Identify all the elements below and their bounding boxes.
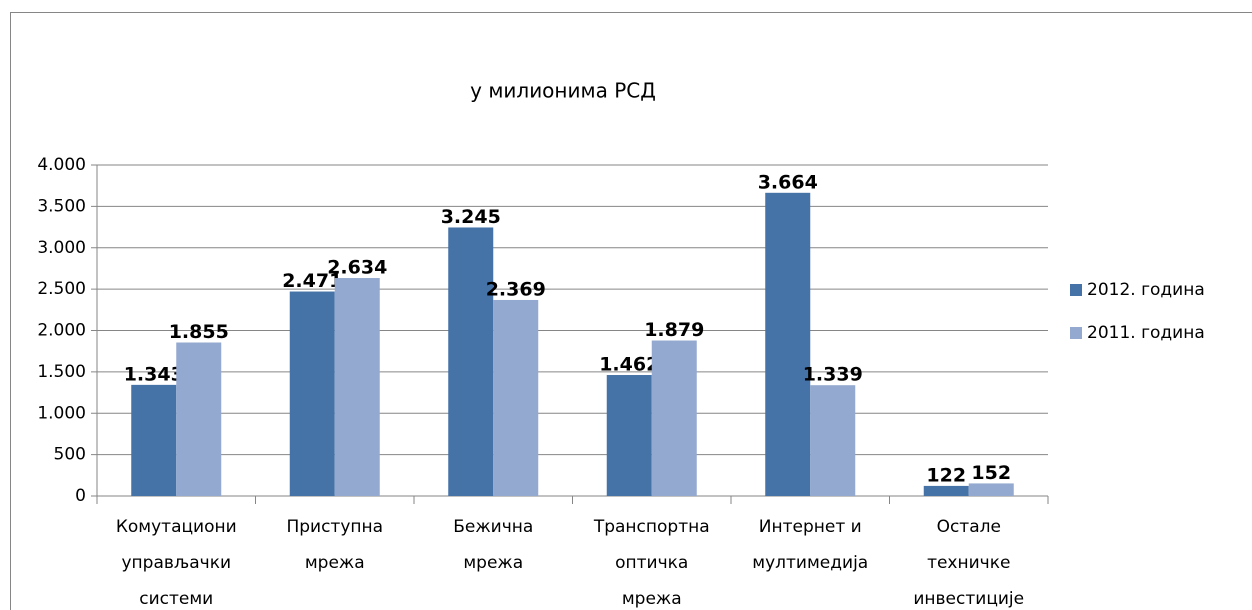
data-label: 1.855 [169, 321, 229, 343]
data-label: 3.245 [441, 206, 501, 228]
data-label: 2.369 [486, 278, 546, 300]
y-tick-label: 500 [54, 445, 86, 465]
x-tick-label: мрежа [305, 553, 365, 573]
bar [289, 291, 335, 496]
data-label: 2.634 [327, 257, 387, 279]
x-tick-label: Транспортна [593, 517, 710, 537]
data-label: 122 [926, 464, 966, 486]
data-label: 2.471 [282, 270, 342, 292]
chart-title: у милионима РСД [470, 79, 656, 103]
legend-label: 2012. година [1087, 280, 1205, 300]
y-tick-label: 1.000 [37, 403, 86, 423]
data-label: 1.339 [803, 364, 863, 386]
y-tick-label: 2.500 [37, 279, 86, 299]
x-tick-label: Интернет и [759, 517, 862, 537]
bar [923, 485, 969, 496]
bar [606, 375, 652, 496]
legend-label: 2011. година [1087, 323, 1205, 343]
x-tick-label: системи [139, 589, 213, 609]
x-tick-label: управљачки [121, 553, 231, 573]
chart-border [10, 12, 1252, 610]
x-tick-label: мрежа [622, 589, 682, 609]
x-tick-label: Комутациони [116, 517, 237, 537]
y-tick-label: 1.500 [37, 362, 86, 382]
x-tick-label: мултимедија [752, 553, 868, 573]
data-label: 3.664 [758, 171, 818, 193]
bar [968, 483, 1014, 496]
x-tick-label: Приступна [286, 517, 383, 537]
bar [176, 342, 222, 496]
data-label: 1.879 [644, 319, 704, 341]
y-tick-label: 0 [75, 486, 86, 506]
x-tick-label: инвестиције [913, 589, 1024, 609]
y-tick-label: 2.000 [37, 321, 86, 341]
legend-swatch [1070, 327, 1082, 339]
x-tick-label: Бежична [453, 517, 533, 537]
bar [493, 299, 539, 496]
y-tick-label: 4.000 [37, 155, 86, 175]
legend-swatch [1070, 284, 1082, 296]
x-tick-label: техничке [927, 553, 1010, 573]
bar [765, 192, 811, 496]
bar [448, 227, 494, 496]
x-tick-label: мрежа [463, 553, 523, 573]
bar [131, 384, 177, 496]
bar [810, 385, 856, 496]
bar [651, 340, 697, 496]
x-tick-label: Остале [937, 517, 1001, 537]
data-label: 152 [971, 462, 1011, 484]
y-tick-label: 3.500 [37, 196, 86, 216]
data-label: 1.462 [599, 354, 659, 376]
x-tick-label: оптичка [615, 553, 688, 573]
data-label: 1.343 [124, 363, 184, 385]
y-tick-label: 3.000 [37, 238, 86, 258]
bar [334, 278, 380, 496]
